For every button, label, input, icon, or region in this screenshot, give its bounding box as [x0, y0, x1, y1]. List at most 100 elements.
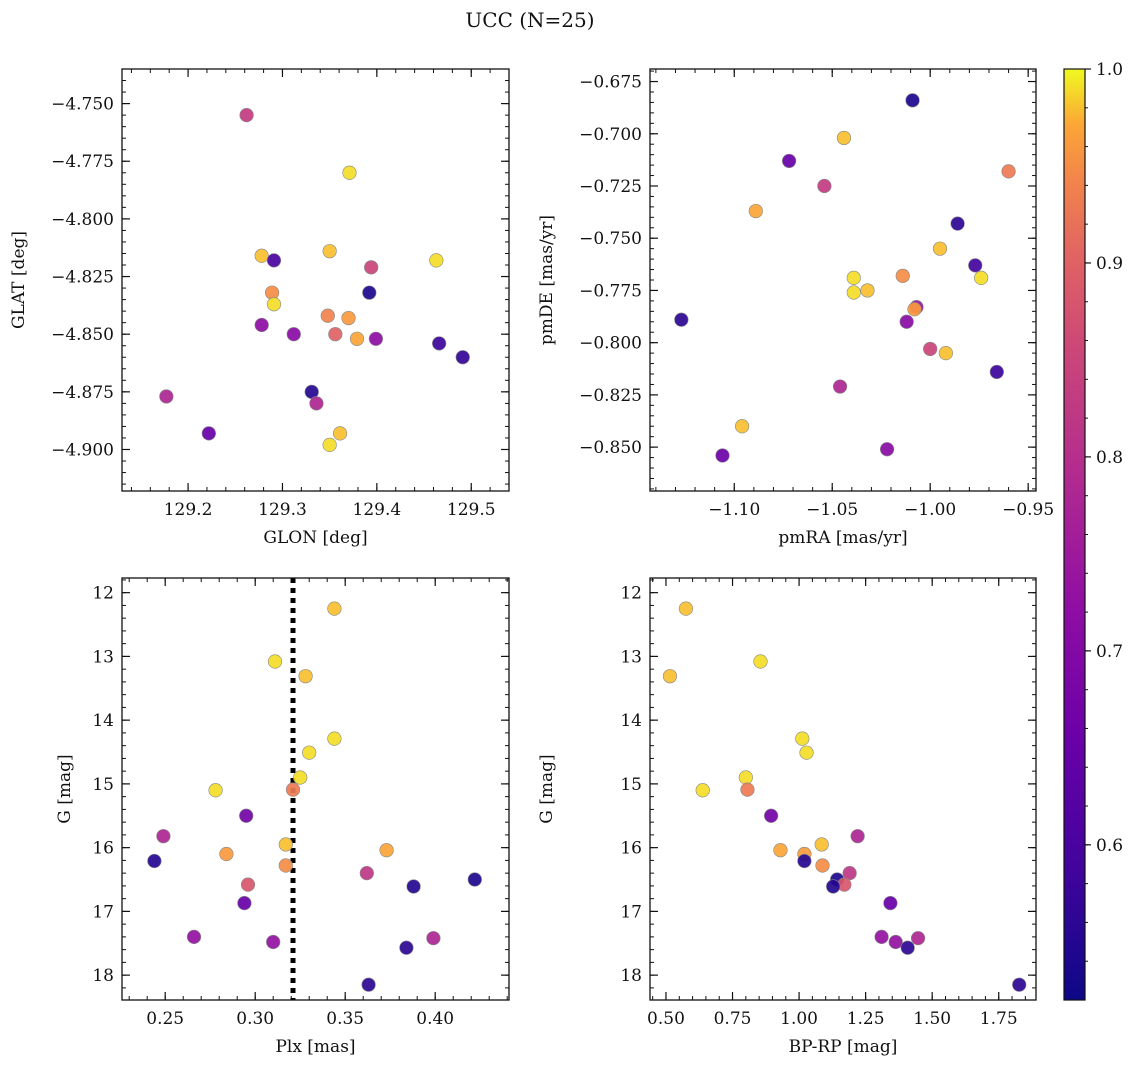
y-tick-label: 17	[92, 902, 114, 922]
y-tick-label: −4.825	[51, 268, 114, 288]
scatter-point	[406, 879, 421, 894]
scatter-point	[883, 896, 898, 911]
x-axis-label: GLON [deg]	[263, 528, 367, 548]
scatter-point	[349, 331, 365, 346]
colorbar-tick-label: 0.8	[1096, 448, 1123, 468]
scatter-panel-3: 0.25 0.30 0.35 0.40 12 13 14 15 16 17 18 Plx [mas] G…	[55, 577, 510, 1057]
scatter-point	[328, 327, 343, 342]
y-axis-label: G [mag]	[537, 754, 557, 823]
x-tick-label: 129.2	[164, 500, 213, 520]
y-tick-label: 14	[92, 711, 114, 731]
scatter-point	[905, 93, 920, 108]
y-tick-label: 16	[620, 839, 642, 859]
scatter-point	[850, 829, 865, 844]
x-tick-label: 1.25	[847, 1009, 885, 1029]
scatter-point	[974, 270, 989, 286]
scatter-point	[1001, 164, 1016, 179]
scatter-point	[740, 782, 755, 797]
scatter-point	[186, 929, 202, 944]
y-tick-label: −0.675	[579, 73, 642, 93]
scatter-point	[156, 829, 171, 844]
scatter-point	[799, 745, 814, 760]
scatter-point	[773, 843, 788, 858]
scatter-point	[298, 669, 313, 684]
scatter-point	[734, 419, 750, 434]
scatter-point	[341, 310, 356, 326]
x-tick-label: 129.5	[447, 500, 496, 520]
plot-frame	[121, 577, 510, 1001]
scatter-point	[364, 260, 379, 275]
scatter-point	[322, 244, 337, 259]
scatter-point	[266, 297, 282, 312]
scatter-point	[932, 241, 948, 256]
scatter-point	[239, 108, 254, 123]
y-axis-label: GLAT [deg]	[9, 231, 29, 329]
scatter-point	[254, 317, 269, 333]
scatter-point	[429, 253, 444, 268]
scatter-point	[240, 877, 256, 892]
plot-frame	[649, 68, 1037, 492]
x-tick-label: 1.75	[980, 1009, 1018, 1029]
y-tick-label: −0.775	[579, 281, 642, 301]
scatter-point	[286, 327, 301, 342]
scatter-point	[327, 601, 342, 616]
scatter-point	[293, 770, 308, 785]
scatter-point	[950, 216, 965, 231]
scatter-point	[836, 130, 852, 146]
scatter-point	[938, 346, 953, 361]
scatter-point	[895, 268, 910, 283]
scatter-point	[879, 442, 895, 457]
scatter-point	[266, 253, 282, 268]
scatter-point	[797, 853, 812, 869]
x-tick-label: 0.35	[326, 1009, 364, 1029]
scatter-point	[426, 931, 441, 946]
scatter-point	[237, 896, 252, 911]
scatter-point	[267, 654, 283, 669]
colorbar-tick-label: 1.0	[1096, 60, 1123, 80]
x-tick-label: 129.3	[258, 500, 307, 520]
scatter-point	[860, 283, 875, 298]
x-tick-label: 129.4	[353, 500, 402, 520]
colorbar: 0.6 0.7 0.8 0.9 1.0	[1063, 60, 1123, 1001]
y-axis-label: pmDE [mas/yr]	[537, 215, 557, 345]
y-tick-label: −0.800	[579, 334, 642, 354]
x-tick-label: 0.40	[416, 1009, 454, 1029]
y-tick-label: −4.850	[51, 325, 114, 345]
scatter-point	[899, 314, 914, 329]
scatter-point	[254, 248, 269, 263]
scatter-point	[782, 153, 797, 169]
figure-title: UCC (N=25)	[465, 8, 594, 32]
x-tick-label: 0.75	[714, 1009, 752, 1029]
x-tick-label: −1.05	[806, 500, 858, 520]
scatter-point	[1012, 977, 1027, 992]
scatter-point	[278, 837, 293, 852]
y-tick-label: 12	[620, 584, 642, 604]
x-tick-label: 1.00	[780, 1009, 818, 1029]
scatter-point	[907, 302, 922, 317]
y-tick-label: 18	[620, 966, 642, 986]
scatter-point	[359, 866, 374, 881]
scatter-point	[910, 931, 926, 946]
plot-frame	[649, 577, 1037, 1001]
y-tick-label: −4.875	[51, 383, 114, 403]
scatter-point	[695, 783, 710, 798]
y-tick-label: −4.800	[51, 210, 114, 230]
x-tick-label: −1.00	[904, 500, 956, 520]
scatter-point	[674, 312, 689, 327]
x-tick-label: 0.25	[146, 1009, 184, 1029]
scatter-point	[201, 426, 216, 441]
scatter-point	[817, 178, 832, 194]
scatter-point	[826, 879, 841, 894]
scatter-point	[342, 165, 357, 180]
colorbar-tick-label: 0.7	[1096, 642, 1123, 662]
y-tick-label: 15	[620, 775, 642, 795]
x-tick-label: 0.30	[236, 1009, 274, 1029]
scatter-point	[432, 336, 447, 351]
y-tick-label: −0.750	[579, 229, 642, 249]
y-tick-label: −0.700	[579, 125, 642, 145]
scatter-point	[361, 977, 376, 992]
scatter-panel-1: 129.2 129.3 129.4 129.5 −4.750 −4.775 −4.800 −4…	[9, 68, 510, 548]
scatter-point	[900, 940, 915, 955]
scatter-point	[888, 934, 903, 950]
scatter-point	[678, 601, 694, 616]
